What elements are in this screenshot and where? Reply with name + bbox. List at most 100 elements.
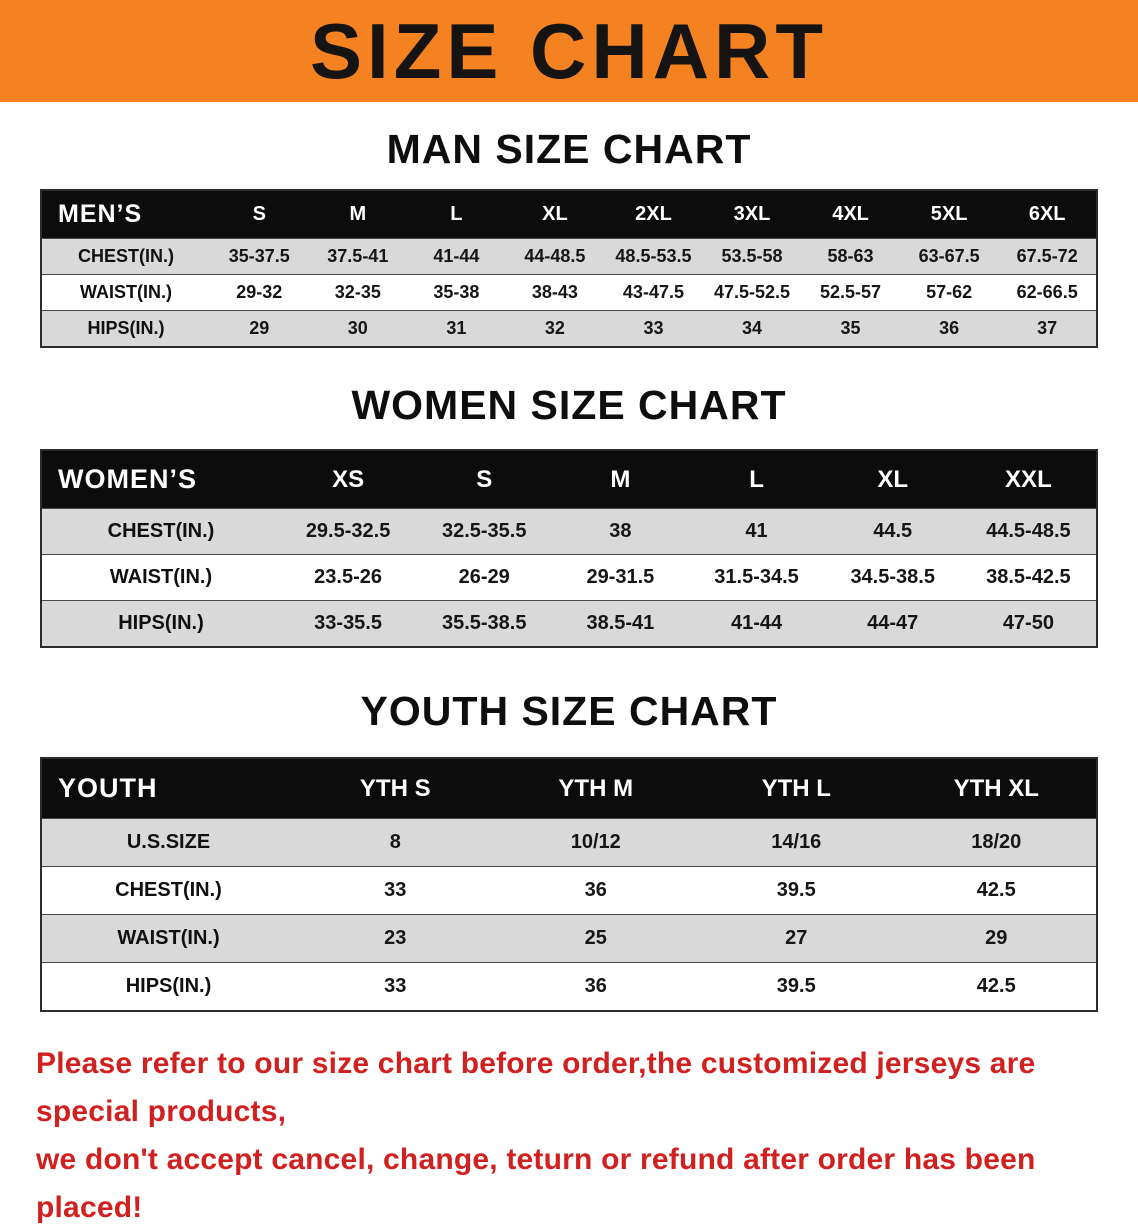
size-value: 43-47.5	[604, 274, 703, 311]
size-value: 23	[295, 914, 496, 963]
size-value: 29-31.5	[552, 554, 689, 601]
size-value: 26-29	[416, 554, 553, 601]
size-column-header: YTH L	[696, 757, 897, 819]
table-row: WAIST(IN.) 23.5-26 26-29 29-31.5 31.5-34.5 34…	[41, 554, 1097, 601]
size-column-header: 3XL	[702, 189, 802, 239]
size-column-header: M	[552, 449, 689, 509]
size-value: 38	[552, 508, 689, 555]
size-value: 67.5-72	[998, 238, 1097, 275]
size-value: 29	[896, 914, 1097, 963]
size-value: 34.5-38.5	[824, 554, 961, 601]
table-row: HIPS(IN.) 29 30 31 32 33 34 35 36 37	[41, 310, 1097, 348]
size-value: 44-48.5	[505, 238, 605, 275]
table-header-row: WOMEN’S XS S M L XL XXL	[41, 449, 1097, 509]
size-chart-banner: SIZE CHART	[0, 0, 1138, 102]
size-value: 35-37.5	[210, 238, 309, 275]
size-value: 33	[295, 866, 496, 915]
man-size-table: MEN’S S M L XL 2XL 3XL 4XL 5XL 6XL CHEST(IN.) 35-37…	[40, 189, 1098, 348]
table-row: CHEST(IN.) 35-37.5 37.5-41 41-44 44-48.5 48.5…	[41, 238, 1097, 275]
size-value: 53.5-58	[702, 238, 802, 275]
size-value: 42.5	[896, 962, 1097, 1012]
size-value: 29-32	[210, 274, 309, 311]
size-value: 35-38	[407, 274, 506, 311]
size-column-header: XL	[824, 449, 961, 509]
measurement-row-label: CHEST(IN.)	[41, 508, 280, 555]
size-value: 38.5-41	[552, 600, 689, 648]
size-value: 29.5-32.5	[280, 508, 417, 555]
size-column-header: 2XL	[604, 189, 703, 239]
size-value: 23.5-26	[280, 554, 417, 601]
size-value: 38.5-42.5	[960, 554, 1097, 601]
size-value: 36	[899, 310, 999, 348]
table-row: HIPS(IN.) 33-35.5 35.5-38.5 38.5-41 41-44 44-…	[41, 600, 1097, 648]
size-value: 47.5-52.5	[702, 274, 802, 311]
size-value: 41-44	[688, 600, 825, 648]
size-value: 14/16	[696, 818, 897, 867]
size-column-header: L	[688, 449, 825, 509]
youth-size-chart-section: YOUTH SIZE CHART YOUTH YTH S YTH M YTH L YTH…	[0, 648, 1138, 1012]
size-column-header: 6XL	[998, 189, 1097, 239]
size-value: 35.5-38.5	[416, 600, 553, 648]
size-column-header: XXL	[960, 449, 1097, 509]
size-value: 44.5-48.5	[960, 508, 1097, 555]
women-size-table: WOMEN’S XS S M L XL XXL CHEST(IN.) 29.5-32.5 32.5…	[40, 449, 1098, 648]
size-value: 36	[495, 962, 696, 1012]
size-value: 48.5-53.5	[604, 238, 703, 275]
size-value: 37.5-41	[308, 238, 408, 275]
size-value: 39.5	[696, 962, 897, 1012]
size-value: 33	[604, 310, 703, 348]
size-value: 27	[696, 914, 897, 963]
size-column-header: 4XL	[801, 189, 900, 239]
size-column-header: S	[416, 449, 553, 509]
measurement-row-label: WAIST(IN.)	[41, 554, 280, 601]
man-size-chart-heading: MAN SIZE CHART	[386, 126, 752, 172]
size-column-header: YTH M	[495, 757, 696, 819]
size-value: 58-63	[801, 238, 900, 275]
youth-size-table: YOUTH YTH S YTH M YTH L YTH XL U.S.SIZE 8 10/12…	[40, 757, 1098, 1012]
disclaimer-text: Please refer to our size chart before or…	[36, 1040, 1102, 1232]
size-value: 32	[505, 310, 605, 348]
table-corner-label: MEN’S	[41, 189, 210, 239]
women-size-chart-section: WOMEN SIZE CHART WOMEN’S XS S M L XL XXL CHEST(…	[0, 348, 1138, 648]
measurement-row-label: CHEST(IN.)	[41, 866, 295, 915]
table-header-row: YOUTH YTH S YTH M YTH L YTH XL	[41, 757, 1097, 819]
size-value: 52.5-57	[801, 274, 900, 311]
size-value: 38-43	[505, 274, 605, 311]
size-column-header: XL	[505, 189, 605, 239]
table-row: U.S.SIZE 8 10/12 14/16 18/20	[41, 818, 1097, 867]
table-row: CHEST(IN.) 29.5-32.5 32.5-35.5 38 41 44.5 44.5…	[41, 508, 1097, 555]
table-corner-label: WOMEN’S	[41, 449, 280, 509]
youth-size-chart-heading: YOUTH SIZE CHART	[360, 688, 778, 734]
size-value: 44.5	[824, 508, 961, 555]
size-column-header: YTH XL	[896, 757, 1097, 819]
measurement-row-label: HIPS(IN.)	[41, 962, 295, 1012]
size-column-header: 5XL	[899, 189, 999, 239]
size-value: 41-44	[407, 238, 506, 275]
size-column-header: S	[210, 189, 309, 239]
size-value: 29	[210, 310, 309, 348]
measurement-row-label: CHEST(IN.)	[41, 238, 210, 275]
size-value: 39.5	[696, 866, 897, 915]
disclaimer-line-1: Please refer to our size chart before or…	[36, 1047, 1036, 1128]
measurement-row-label: WAIST(IN.)	[41, 914, 295, 963]
size-column-header: XS	[280, 449, 417, 509]
size-value: 35	[801, 310, 900, 348]
page-title: SIZE CHART	[310, 7, 828, 95]
measurement-row-label: HIPS(IN.)	[41, 310, 210, 348]
table-row: CHEST(IN.) 33 36 39.5 42.5	[41, 866, 1097, 915]
size-column-header: M	[308, 189, 408, 239]
table-corner-label: YOUTH	[41, 757, 295, 819]
size-value: 36	[495, 866, 696, 915]
table-row: HIPS(IN.) 33 36 39.5 42.5	[41, 962, 1097, 1012]
size-value: 42.5	[896, 866, 1097, 915]
size-value: 10/12	[495, 818, 696, 867]
size-value: 31	[407, 310, 506, 348]
size-value: 33-35.5	[280, 600, 417, 648]
size-value: 8	[295, 818, 496, 867]
size-value: 57-62	[899, 274, 999, 311]
size-value: 32.5-35.5	[416, 508, 553, 555]
women-size-chart-heading: WOMEN SIZE CHART	[351, 382, 787, 428]
table-header-row: MEN’S S M L XL 2XL 3XL 4XL 5XL 6XL	[41, 189, 1097, 239]
size-column-header: YTH S	[295, 757, 496, 819]
size-value: 30	[308, 310, 408, 348]
